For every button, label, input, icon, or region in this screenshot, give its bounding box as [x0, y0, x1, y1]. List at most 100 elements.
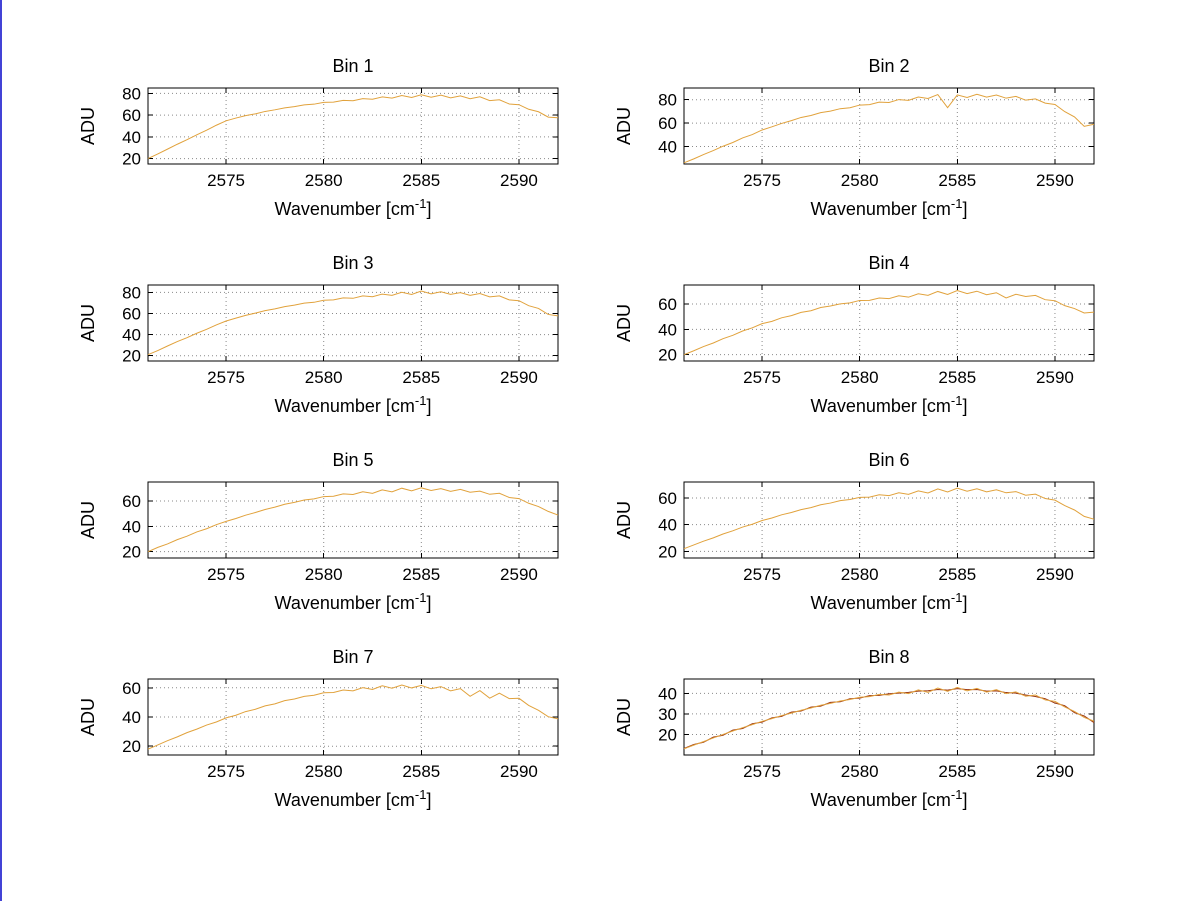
- subplot-bin-5: Bin 5 ADU 2575 2580 2585 2590 20 40 60 Wavenum…: [72, 438, 612, 635]
- svg-text:60: 60: [122, 106, 141, 125]
- y-axis-label: ADU: [78, 107, 98, 146]
- svg-text:2585: 2585: [938, 368, 976, 387]
- x-axis-label-bracket: ]: [962, 593, 968, 613]
- x-axis-label-text: Wavenumber [cm: [274, 593, 415, 613]
- svg-text:20: 20: [122, 150, 141, 169]
- x-axis-label: Wavenumber [cm-1]: [684, 787, 1094, 811]
- svg-text:20: 20: [658, 725, 677, 744]
- plot-title: Bin 8: [868, 647, 910, 667]
- x-axis-label-bracket: ]: [426, 199, 432, 219]
- svg-text:2585: 2585: [938, 762, 976, 781]
- x-axis-label-exponent: -1: [950, 787, 963, 802]
- subplot-bin-6: Bin 6 ADU 2575 2580 2585 2590 20 40 60 Wavenum…: [608, 438, 1148, 635]
- svg-text:2590: 2590: [500, 762, 538, 781]
- svg-text:20: 20: [122, 543, 141, 562]
- y-axis-label: ADU: [614, 304, 634, 343]
- y-axis-label: ADU: [78, 698, 98, 737]
- svg-text:2585: 2585: [402, 762, 440, 781]
- svg-text:80: 80: [658, 91, 677, 110]
- svg-text:60: 60: [122, 679, 141, 698]
- svg-text:60: 60: [658, 489, 677, 508]
- svg-text:2580: 2580: [305, 171, 343, 190]
- svg-text:40: 40: [122, 517, 141, 536]
- plot-area: 2575 2580 2585 2590 20 40 60: [658, 481, 1095, 584]
- svg-text:20: 20: [122, 347, 141, 366]
- svg-text:60: 60: [658, 295, 677, 314]
- subplot-bin-7: Bin 7 ADU 2575 2580 2585 2590 20 40 60 Wavenum…: [72, 635, 612, 832]
- y-axis-label: ADU: [614, 501, 634, 540]
- plot-title: Bin 1: [332, 56, 374, 76]
- x-axis-label-text: Wavenumber [cm: [810, 396, 951, 416]
- svg-text:40: 40: [658, 516, 677, 535]
- x-axis-label-exponent: -1: [414, 590, 427, 605]
- svg-text:40: 40: [658, 137, 677, 156]
- svg-text:2590: 2590: [1036, 368, 1074, 387]
- plot-title: Bin 3: [332, 253, 374, 273]
- y-axis-label: ADU: [78, 501, 98, 540]
- x-axis-label-exponent: -1: [414, 787, 427, 802]
- svg-text:2580: 2580: [305, 368, 343, 387]
- y-axis-label: ADU: [78, 304, 98, 343]
- plot-title: Bin 6: [868, 450, 910, 470]
- window-edge: [0, 0, 2, 901]
- svg-text:60: 60: [122, 492, 141, 511]
- x-axis-label-text: Wavenumber [cm: [274, 790, 415, 810]
- svg-text:2580: 2580: [305, 565, 343, 584]
- x-axis-label-bracket: ]: [962, 396, 968, 416]
- plot-title: Bin 7: [332, 647, 374, 667]
- x-axis-label-text: Wavenumber [cm: [274, 199, 415, 219]
- svg-text:20: 20: [658, 542, 677, 561]
- svg-text:80: 80: [122, 86, 141, 103]
- x-axis-label: Wavenumber [cm-1]: [148, 787, 558, 811]
- plot-title: Bin 5: [332, 450, 374, 470]
- subplot-bin-1: Bin 1 ADU 2575 2580 2585 2590 20 40 60 80 Waven…: [72, 44, 612, 241]
- plot-area: 2575 2580 2585 2590 20 40 60: [122, 481, 559, 584]
- svg-text:2580: 2580: [305, 762, 343, 781]
- plot-area: 2575 2580 2585 2590 20 40 60: [658, 284, 1095, 387]
- svg-text:40: 40: [122, 708, 141, 727]
- svg-text:40: 40: [658, 320, 677, 339]
- svg-text:2575: 2575: [743, 565, 781, 584]
- svg-text:2575: 2575: [207, 368, 245, 387]
- svg-text:2585: 2585: [402, 565, 440, 584]
- svg-text:30: 30: [658, 705, 677, 724]
- svg-text:40: 40: [122, 128, 141, 147]
- x-axis-label-exponent: -1: [414, 196, 427, 211]
- svg-text:20: 20: [122, 737, 141, 756]
- svg-text:2575: 2575: [207, 762, 245, 781]
- svg-text:2580: 2580: [841, 368, 879, 387]
- svg-text:2580: 2580: [841, 762, 879, 781]
- svg-text:2590: 2590: [1036, 171, 1074, 190]
- svg-text:2590: 2590: [500, 171, 538, 190]
- svg-text:2575: 2575: [207, 565, 245, 584]
- svg-text:2585: 2585: [402, 171, 440, 190]
- subplot-bin-4: Bin 4 ADU 2575 2580 2585 2590 20 40 60 Wavenum…: [608, 241, 1148, 438]
- plot-area: 2575 2580 2585 2590 20 40 60 80: [122, 283, 559, 387]
- svg-text:40: 40: [122, 326, 141, 345]
- svg-text:2575: 2575: [207, 171, 245, 190]
- plot-title: Bin 4: [868, 253, 910, 273]
- x-axis-label-exponent: -1: [414, 393, 427, 408]
- y-axis-label: ADU: [614, 698, 634, 737]
- x-axis-label-bracket: ]: [426, 396, 432, 416]
- x-axis-label: Wavenumber [cm-1]: [684, 590, 1094, 614]
- svg-text:60: 60: [122, 305, 141, 324]
- x-axis-label-text: Wavenumber [cm: [810, 593, 951, 613]
- svg-text:20: 20: [658, 346, 677, 365]
- plot-area: 2575 2580 2585 2590 20 40 60 80: [122, 86, 559, 190]
- x-axis-label-bracket: ]: [426, 790, 432, 810]
- plot-area: 2575 2580 2585 2590 40 60 80: [658, 87, 1095, 190]
- x-axis-label-bracket: ]: [426, 593, 432, 613]
- svg-text:80: 80: [122, 283, 141, 302]
- svg-text:2580: 2580: [841, 565, 879, 584]
- x-axis-label-text: Wavenumber [cm: [274, 396, 415, 416]
- x-axis-label-bracket: ]: [962, 199, 968, 219]
- svg-text:40: 40: [658, 684, 677, 703]
- subplot-bin-3: Bin 3 ADU 2575 2580 2585 2590 20 40 60 80 Waven…: [72, 241, 612, 438]
- svg-text:2590: 2590: [1036, 762, 1074, 781]
- svg-text:60: 60: [658, 114, 677, 133]
- svg-text:2590: 2590: [500, 565, 538, 584]
- svg-text:2585: 2585: [938, 171, 976, 190]
